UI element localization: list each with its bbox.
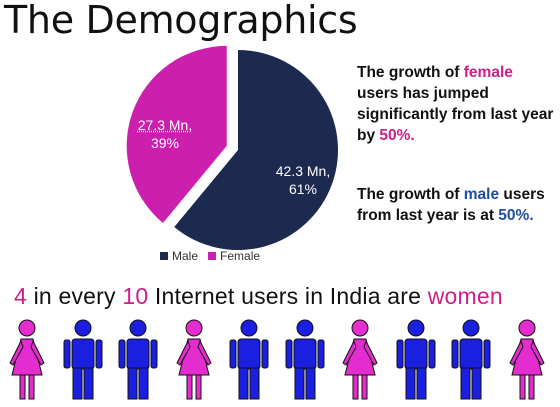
text-segment: The growth of	[357, 64, 464, 81]
female-person-icon	[9, 319, 45, 400]
male-person-icon	[451, 319, 491, 400]
number-four: 4	[14, 283, 27, 309]
legend-item-female: Female	[208, 249, 260, 263]
text-segment: The growth of	[357, 186, 464, 203]
male-growth-text: The growth of male users from last year …	[357, 184, 557, 226]
people-icon-row	[4, 319, 560, 407]
male-highlight: male	[463, 186, 500, 203]
female-person-icon	[342, 319, 378, 400]
female-percent-highlight: 50%.	[379, 127, 415, 144]
male-person-icon	[229, 319, 269, 400]
male-person-icon	[285, 319, 324, 400]
male-percent-highlight: 50%.	[498, 207, 534, 224]
male-swatch	[160, 252, 168, 260]
male-percent-label: 61%	[288, 181, 318, 197]
text-segment: users from last year is at	[357, 186, 545, 224]
male-person-icon	[118, 319, 158, 400]
female-swatch	[208, 252, 217, 260]
female-person-icon	[175, 319, 212, 400]
pie-chart	[126, 45, 338, 250]
female-slice-label: 27.3 Mn, 39%	[122, 116, 208, 152]
male-value-label: 42.3 Mn,	[275, 163, 331, 179]
page-title: The Demographics	[4, 0, 358, 42]
women-highlight: women	[427, 283, 503, 309]
number-ten: 10	[122, 283, 149, 309]
chart-legend: Male Female	[160, 249, 260, 263]
text-segment: in every	[27, 283, 123, 309]
male-person-icon	[63, 319, 102, 400]
legend-label-male: Male	[172, 249, 199, 263]
female-value-label: 27.3 Mn,	[137, 117, 193, 133]
female-growth-text: The growth of female users has jumped si…	[357, 62, 557, 146]
female-person-icon	[508, 319, 545, 400]
female-percent-label: 39%	[150, 135, 180, 151]
text-segment: Internet users in India are	[148, 283, 428, 309]
users-statistic-heading: 4 in every 10 Internet users in India ar…	[14, 283, 503, 310]
male-slice-label: 42.3 Mn, 61%	[260, 162, 346, 198]
legend-label-female: Female	[220, 249, 261, 263]
male-person-icon	[396, 319, 435, 400]
pie-slice-male	[174, 50, 338, 250]
female-highlight: female	[463, 64, 513, 81]
pie-slice-female	[126, 45, 227, 223]
legend-item-male: Male	[160, 249, 198, 263]
text-segment: users has jumped significantly from last…	[357, 85, 554, 144]
